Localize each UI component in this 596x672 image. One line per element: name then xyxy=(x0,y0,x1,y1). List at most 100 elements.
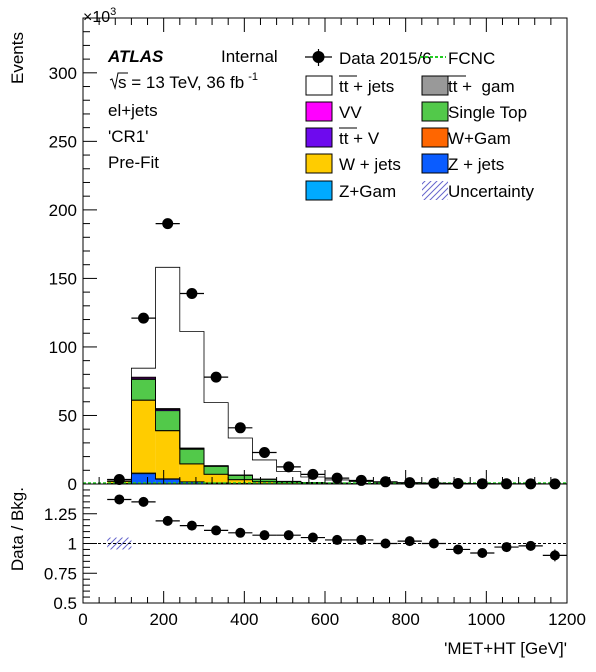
energy-sup: -1 xyxy=(248,71,258,83)
stack-bar-z-jets xyxy=(155,479,180,484)
stack-bar-ttbar-v xyxy=(155,409,180,411)
ratio-point xyxy=(162,515,173,526)
ratio-point xyxy=(259,530,270,541)
legend-w-gam: W+Gam xyxy=(421,127,511,148)
legend-ttbar-gam-label: tt + gam xyxy=(448,77,515,96)
stack-bar-single-top xyxy=(276,481,301,483)
legend-ttbar-jets: tt + jets xyxy=(305,75,394,96)
ratio-point xyxy=(235,527,246,538)
data-point xyxy=(234,422,246,434)
data-marker-icon xyxy=(312,51,325,63)
ratio-point xyxy=(549,550,560,561)
stack-bar-z-jets xyxy=(179,481,204,484)
data-point xyxy=(331,472,343,484)
stack-bar-single-top xyxy=(252,479,277,482)
exponent-power: 3 xyxy=(110,6,116,18)
legend-z-gam-label: Z+Gam xyxy=(339,182,396,201)
data-point xyxy=(210,371,222,383)
legend-vv: VV xyxy=(305,101,362,122)
ratio-y-tick-label: 0.5 xyxy=(53,594,77,613)
svg-text:s = 13 TeV, 36 fb-1: s = 13 TeV, 36 fb -1 xyxy=(118,71,258,92)
legend-z-gam: Z+Gam xyxy=(305,180,396,201)
y-axis-exponent: ×103 xyxy=(83,6,116,26)
atlas-label: ATLAS xyxy=(107,47,164,66)
sqrt-icon xyxy=(109,72,128,90)
stack-bar-single-top xyxy=(155,410,180,431)
ratio-y-tick-label: 0.75 xyxy=(44,564,77,583)
data-point xyxy=(307,468,319,480)
ratio-y-tick-label: 1 xyxy=(68,535,77,554)
stack-bar-ttbar-jets xyxy=(131,368,156,378)
stack-bar-z-jets xyxy=(131,473,156,484)
legend-data-label: Data 2015/6 xyxy=(339,49,432,68)
ratio-point xyxy=(428,538,439,549)
legend-ttbar-v-label: tt + V xyxy=(339,129,380,148)
stack-bar-single-top xyxy=(228,475,253,480)
x-tick-label: 400 xyxy=(230,610,258,629)
main-y-axis-ticks: 0 50 100 150 200 250 300 xyxy=(49,17,97,494)
main-y-tick-label: 100 xyxy=(49,338,77,357)
ratio-y-axis-ticks: 0.5 0.75 1 1.25 xyxy=(44,489,97,613)
legend-ttbar-jets-label: tt + jets xyxy=(339,77,394,96)
legend-z-jets-label: Z + jets xyxy=(448,155,504,174)
stack-bar-vv xyxy=(131,377,156,379)
legend-data: Data 2015/6 xyxy=(305,49,432,68)
x-tick-label: 1000 xyxy=(467,610,505,629)
ratio-point xyxy=(332,534,343,545)
energy-s: s xyxy=(118,73,127,92)
main-y-tick-label: 0 xyxy=(68,475,77,494)
legend-uncertainty-label: Uncertainty xyxy=(448,182,534,201)
stack-bar-ttbar-jets xyxy=(155,267,180,409)
legend-w-gam-label: W+Gam xyxy=(448,129,511,148)
legend-vv-label: VV xyxy=(339,103,362,122)
data-point xyxy=(428,477,440,489)
ratio-point xyxy=(453,544,464,555)
energy-label: s = 13 TeV, 36 fb -1 xyxy=(109,71,258,92)
x-tick-label: 600 xyxy=(311,610,339,629)
stack-bar-ttbar-jets xyxy=(252,459,277,480)
legend-fcnc: FCNC xyxy=(420,49,495,68)
fit-status-label: Pre-Fit xyxy=(108,153,159,172)
region-label: 'CR1' xyxy=(108,127,149,146)
ratio-point xyxy=(283,530,294,541)
legend-single-top-label: Single Top xyxy=(448,103,527,122)
ratio-y-tick-label: 1.25 xyxy=(44,505,77,524)
x-tick-label: 800 xyxy=(391,610,419,629)
ratio-point xyxy=(380,538,391,549)
data-point xyxy=(380,476,391,488)
data-point xyxy=(113,473,125,485)
ratio-point xyxy=(307,532,318,543)
stack-bar-ttbar-jets xyxy=(204,402,229,466)
ratio-point xyxy=(356,534,367,545)
stack-bar-w-jets xyxy=(179,463,204,482)
ratio-x-axis-ticks: 0 200 400 600 800 1000 1200 xyxy=(78,591,586,629)
ratio-points xyxy=(114,494,560,561)
main-y-tick-label: 150 xyxy=(49,269,77,288)
data-point xyxy=(162,218,174,230)
main-y-tick-label: 250 xyxy=(49,132,77,151)
ratio-point xyxy=(211,525,222,536)
ratio-error-bars xyxy=(107,495,567,562)
ratio-y-axis-title: Data / Bkg. xyxy=(8,487,27,571)
legend-z-jets: Z + jets xyxy=(421,153,504,174)
main-y-axis-title: Events xyxy=(8,32,27,84)
main-y-tick-label: 200 xyxy=(49,201,77,220)
ratio-point xyxy=(138,496,149,507)
ratio-point xyxy=(501,542,512,553)
stack-bar-single-top xyxy=(131,379,156,400)
data-point xyxy=(259,446,270,458)
energy-text: = 13 TeV, 36 fb xyxy=(127,73,245,92)
legend-ttbar-gam: tt + gam xyxy=(421,75,515,96)
stack-bar-single-top xyxy=(179,449,204,464)
atlas-status: Internal xyxy=(221,47,278,66)
stack-bar-ttbar-jets xyxy=(179,331,204,449)
ratio-point xyxy=(186,520,197,531)
main-y-tick-label: 50 xyxy=(58,406,77,425)
stack-bar-ttbar-jets xyxy=(228,438,253,476)
x-axis-title: 'MET+HT [GeV]' xyxy=(444,639,567,658)
legend-ttbar-v: tt + V xyxy=(305,127,380,148)
stack-bar-single-top xyxy=(204,466,229,475)
x-tick-label: 200 xyxy=(149,610,177,629)
legend-fcnc-label: FCNC xyxy=(448,49,495,68)
ratio-point xyxy=(477,548,488,559)
